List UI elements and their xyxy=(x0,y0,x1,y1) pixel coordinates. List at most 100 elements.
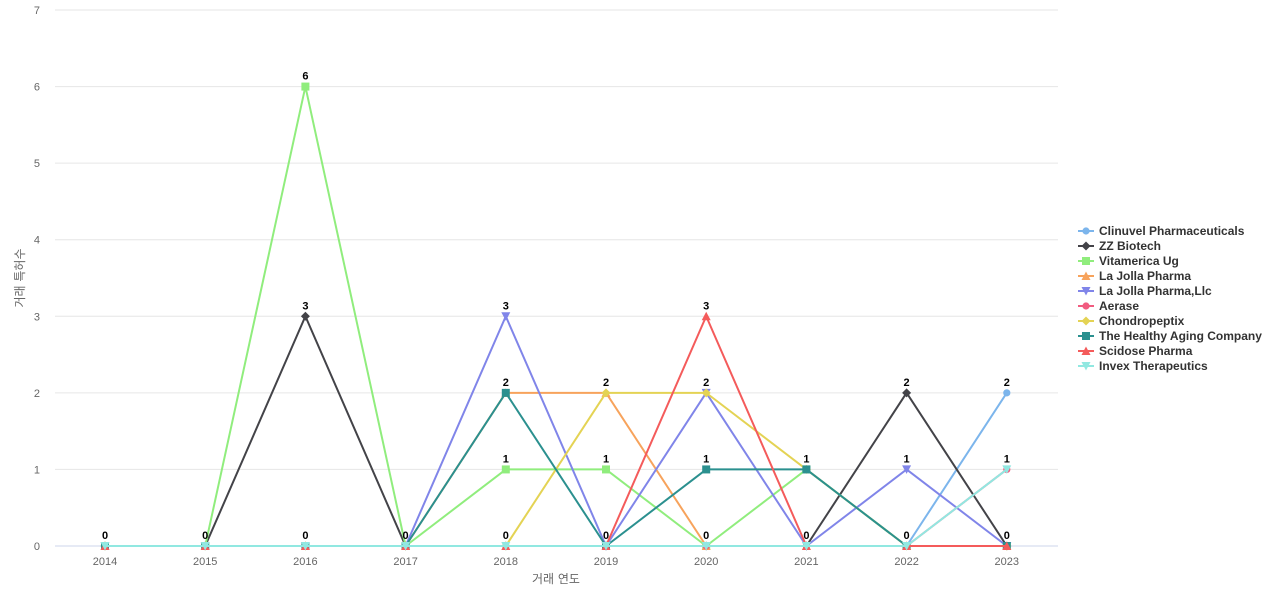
data-point xyxy=(701,388,711,398)
data-point xyxy=(300,542,310,551)
data-label: 3 xyxy=(503,300,509,312)
data-point xyxy=(501,388,510,397)
legend-label: Scidose Pharma xyxy=(1099,344,1193,358)
series-line xyxy=(105,468,1008,547)
data-point xyxy=(200,542,210,551)
data-label: 1 xyxy=(803,453,809,465)
series-line xyxy=(105,315,1008,547)
legend-item[interactable]: ZZ Biotech xyxy=(1078,239,1161,253)
x-tick-label: 2020 xyxy=(694,556,718,568)
data-label: 6 xyxy=(302,71,308,83)
data-labels: 0 0 6 3 0 0 3 2 1 0 2 1 0 3 2 1 0 1 0 2 1 0 2 1 0 xyxy=(102,71,1010,542)
legend-item[interactable]: Scidose Pharma xyxy=(1078,344,1193,358)
data-point xyxy=(701,542,711,551)
data-label: 0 xyxy=(403,530,409,542)
x-tick-label: 2015 xyxy=(193,556,217,568)
y-tick-label: 3 xyxy=(34,311,40,323)
data-label: 1 xyxy=(703,453,709,465)
legend-marker xyxy=(1081,316,1091,326)
legend-item[interactable]: Vitamerica Ug xyxy=(1078,254,1179,268)
y-tick-label: 4 xyxy=(34,235,40,247)
x-tick-label: 2022 xyxy=(894,556,918,568)
data-label: 0 xyxy=(904,530,910,542)
data-point xyxy=(902,388,912,398)
y-axis-title: 거래 특허수 xyxy=(13,248,27,307)
legend-label: Chondropeptix xyxy=(1099,314,1185,328)
data-label: 2 xyxy=(603,377,609,389)
data-label: 0 xyxy=(503,530,509,542)
legend-item[interactable]: Clinuvel Pharmaceuticals xyxy=(1078,224,1245,238)
data-point xyxy=(1002,465,1012,474)
legend-item[interactable]: Invex Therapeutics xyxy=(1078,359,1208,373)
x-axis-title: 거래 연도 xyxy=(532,572,580,586)
data-point xyxy=(802,465,811,474)
legend-marker xyxy=(1081,271,1091,280)
legend-item[interactable]: La Jolla Pharma,Llc xyxy=(1078,284,1212,298)
data-point xyxy=(801,542,811,551)
y-tick-label: 1 xyxy=(34,464,40,476)
legend-item[interactable]: The Healthy Aging Company xyxy=(1078,329,1262,343)
legend-label: La Jolla Pharma,Llc xyxy=(1099,284,1212,298)
grid-lines xyxy=(55,9,1058,470)
data-point xyxy=(601,388,611,398)
x-tick-label: 2016 xyxy=(293,556,317,568)
data-point xyxy=(501,465,510,474)
legend-marker xyxy=(1082,302,1090,310)
x-tick-label: 2021 xyxy=(794,556,818,568)
legend-item[interactable]: Aerase xyxy=(1078,299,1139,313)
data-point xyxy=(300,311,310,321)
data-label: 2 xyxy=(1004,377,1010,389)
legend-label: Aerase xyxy=(1099,299,1139,313)
y-axis: 0 1 2 3 4 5 6 7 xyxy=(34,5,40,553)
data-point xyxy=(1003,389,1011,397)
data-label: 2 xyxy=(703,377,709,389)
data-point xyxy=(602,465,610,474)
series-line xyxy=(105,468,1008,547)
data-label: 1 xyxy=(1004,453,1010,465)
y-tick-label: 5 xyxy=(34,158,40,170)
legend-label: Invex Therapeutics xyxy=(1099,359,1208,373)
legend-label: Clinuvel Pharmaceuticals xyxy=(1099,224,1245,238)
x-tick-label: 2019 xyxy=(594,556,618,568)
legend-marker xyxy=(1081,346,1091,355)
data-label: 0 xyxy=(102,530,108,542)
data-point xyxy=(100,542,110,551)
legend-marker xyxy=(1082,257,1090,265)
data-label: 1 xyxy=(503,453,509,465)
x-tick-label: 2014 xyxy=(93,556,117,568)
legend-marker xyxy=(1081,287,1091,296)
data-label: 0 xyxy=(1004,530,1010,542)
series-la-jolla-pharma-llc xyxy=(100,312,1012,551)
legend-label: La Jolla Pharma xyxy=(1099,269,1191,283)
data-label: 1 xyxy=(603,453,609,465)
series-invex-therapeutics xyxy=(100,465,1012,551)
x-tick-label: 2018 xyxy=(494,556,518,568)
legend-label: The Healthy Aging Company xyxy=(1099,329,1262,343)
data-point xyxy=(902,542,912,551)
data-point xyxy=(501,542,511,551)
data-label: 0 xyxy=(803,530,809,542)
legend-item[interactable]: La Jolla Pharma xyxy=(1078,269,1191,283)
data-point xyxy=(301,82,310,91)
x-axis-ticks: 2014 2015 2016 2017 2018 2019 2020 2021 2022 2023 xyxy=(93,556,1019,568)
y-tick-label: 6 xyxy=(34,82,40,94)
data-point xyxy=(401,542,411,551)
data-label: 0 xyxy=(302,530,308,542)
legend-marker xyxy=(1081,362,1091,371)
data-point xyxy=(1002,541,1012,550)
y-tick-label: 2 xyxy=(34,388,40,400)
data-point xyxy=(902,465,912,474)
x-tick-label: 2017 xyxy=(393,556,417,568)
data-point xyxy=(501,312,511,321)
data-point xyxy=(701,311,711,321)
data-label: 0 xyxy=(202,530,208,542)
data-label: 0 xyxy=(603,530,609,542)
legend-marker xyxy=(1082,332,1090,340)
legend-label: Vitamerica Ug xyxy=(1099,254,1179,268)
legend-item[interactable]: Chondropeptix xyxy=(1078,314,1185,328)
legend-marker xyxy=(1082,227,1090,235)
legend-marker xyxy=(1081,241,1091,251)
data-label: 1 xyxy=(904,453,910,465)
